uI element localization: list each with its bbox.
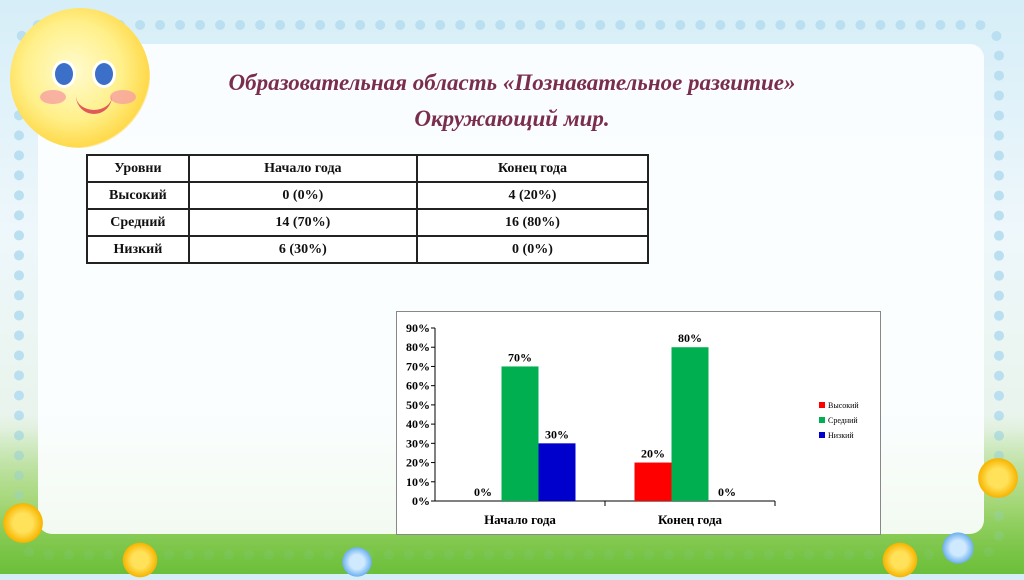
y-tick-label: 20% [406, 456, 430, 470]
bar [671, 347, 709, 501]
table-header-cell: Начало года [187, 154, 418, 183]
sun-eye-icon [92, 60, 116, 88]
y-tick-label: 30% [406, 436, 430, 450]
table-cell: 0 (0%) [415, 235, 650, 264]
flower-icon [340, 545, 374, 579]
levels-table: Уровни Начало года Конец года Высокий 0 … [86, 154, 650, 264]
sun-smile [76, 92, 112, 114]
table-cell: Низкий [86, 235, 190, 264]
table-header-cell: Конец года [415, 154, 650, 183]
legend-label: Высокий [828, 401, 859, 410]
table-header-row: Уровни Начало года Конец года [86, 154, 650, 183]
table-cell: 4 (20%) [415, 181, 650, 210]
sun-icon [10, 8, 150, 148]
table-cell: 6 (30%) [187, 235, 418, 264]
page-subtitle: Окружающий мир. [414, 106, 610, 131]
y-tick-label: 50% [406, 398, 430, 412]
table-row: Высокий 0 (0%) 4 (20%) [86, 181, 650, 210]
flower-icon [975, 455, 1021, 501]
table-row: Средний 14 (70%) 16 (80%) [86, 208, 650, 237]
y-tick-label: 40% [406, 417, 430, 431]
table-cell: Высокий [86, 181, 190, 210]
data-label: 20% [641, 447, 665, 461]
page-title: Образовательная область «Познавательное … [228, 70, 796, 95]
bar-chart-container: 0% 10% 20% 30% 40% 50% 60% 70% 80% 90% Начало года… [396, 311, 881, 535]
sun-cheek [110, 90, 136, 104]
data-label: 0% [718, 485, 736, 499]
legend-label: Низкий [828, 431, 854, 440]
flower-icon [880, 540, 920, 580]
legend-swatch [819, 432, 825, 438]
data-label: 0% [474, 485, 492, 499]
x-tick-label: Конец года [658, 512, 723, 527]
table-cell: Средний [86, 208, 190, 237]
bar [538, 443, 576, 501]
y-tick-label: 10% [406, 475, 430, 489]
legend-swatch [819, 402, 825, 408]
table-cell: 14 (70%) [187, 208, 418, 237]
y-tick-label: 90% [406, 321, 430, 335]
sun-eye-icon [52, 60, 76, 88]
flower-icon [120, 540, 160, 580]
flower-icon [0, 500, 46, 546]
bar [634, 462, 672, 501]
data-label: 30% [545, 427, 569, 441]
table-row: Низкий 6 (30%) 0 (0%) [86, 235, 650, 264]
y-tick-label: 0% [412, 494, 430, 508]
y-tick-label: 80% [406, 340, 430, 354]
table-cell: 0 (0%) [187, 181, 418, 210]
y-tick-label: 70% [406, 359, 430, 373]
bar [501, 366, 539, 501]
sun-cheek [40, 90, 66, 104]
table-header-cell: Уровни [86, 154, 190, 183]
y-tick-label: 60% [406, 379, 430, 393]
legend-swatch [819, 417, 825, 423]
table-cell: 16 (80%) [415, 208, 650, 237]
bar-chart: 0% 10% 20% 30% 40% 50% 60% 70% 80% 90% Начало года… [406, 321, 859, 527]
data-label: 70% [508, 350, 532, 364]
x-tick-label: Начало года [484, 512, 556, 527]
legend-label: Средний [828, 416, 858, 425]
flower-icon [940, 530, 976, 566]
data-label: 80% [678, 331, 702, 345]
